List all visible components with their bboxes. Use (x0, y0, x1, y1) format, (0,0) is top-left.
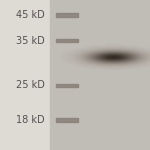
Bar (56, 39, 78, 42)
Text: 45 kD: 45 kD (16, 10, 45, 20)
Bar (56, 84, 78, 87)
Bar (56, 118, 78, 122)
Text: 35 kD: 35 kD (16, 36, 45, 45)
Text: 25 kD: 25 kD (16, 81, 45, 90)
Text: 18 kD: 18 kD (16, 115, 45, 125)
Bar (50, 0, 150, 150)
Bar (0, 0, 50, 150)
Bar (56, 13, 78, 17)
